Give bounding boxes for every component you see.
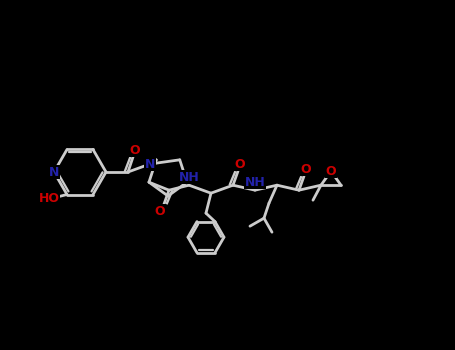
Text: HO: HO: [39, 192, 60, 205]
Text: O: O: [235, 158, 245, 171]
Text: NH: NH: [179, 171, 199, 184]
Text: NH: NH: [245, 176, 265, 189]
Text: O: O: [301, 163, 311, 176]
Text: O: O: [130, 144, 140, 156]
Text: N: N: [145, 158, 155, 170]
Text: N: N: [49, 166, 59, 178]
Text: O: O: [155, 205, 165, 218]
Text: O: O: [326, 165, 336, 178]
